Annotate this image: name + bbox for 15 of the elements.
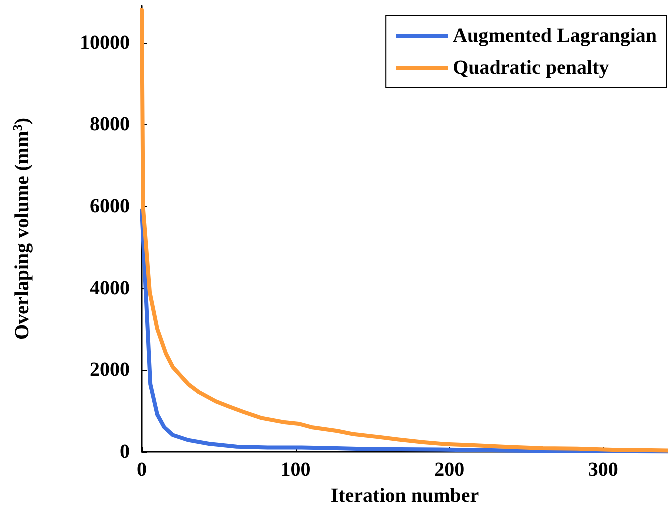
x-tick-label: 100 [280, 459, 311, 481]
y-tick-label: 6000 [90, 195, 130, 218]
legend-label: Augmented Lagrangian [453, 25, 657, 47]
y-tick-label: 10000 [80, 32, 130, 54]
y-tick-label: 2000 [90, 359, 130, 382]
y-tick-label: 0 [120, 441, 130, 463]
legend-label: Quadratic penalty [453, 57, 610, 79]
y-axis-title: Overlaping volume (mm3) [10, 118, 34, 340]
x-tick-label: 0 [137, 459, 147, 481]
line-series [140, 8, 668, 453]
x-tick-label: 200 [434, 459, 465, 481]
x-axis-title: Iteration number [330, 485, 480, 507]
x-tick-label: 300 [588, 459, 618, 481]
y-tick-label: 4000 [90, 277, 130, 300]
y-tick-label: 8000 [90, 114, 130, 136]
